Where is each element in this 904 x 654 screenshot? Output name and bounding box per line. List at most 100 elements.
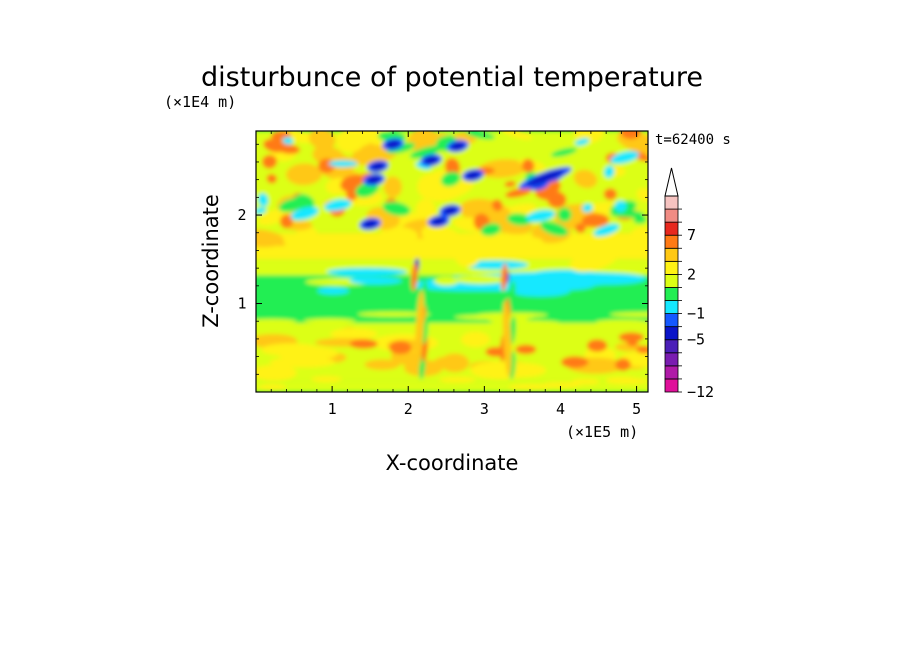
field-blob <box>269 356 336 368</box>
field-blob <box>370 162 385 171</box>
field-blob <box>280 214 294 229</box>
field-blob <box>258 384 287 391</box>
field-blob <box>430 181 474 202</box>
field-blob <box>444 157 461 176</box>
field-blob <box>636 188 648 202</box>
field-blob <box>615 358 631 371</box>
field-blob <box>364 359 400 370</box>
field-blob <box>386 142 416 154</box>
field-blob <box>480 223 501 236</box>
field-blob <box>629 226 648 253</box>
field-blob <box>605 376 639 383</box>
field-blob <box>508 383 552 390</box>
field-blob <box>506 213 533 226</box>
colorbar-segment <box>664 273 679 288</box>
x-tick-label: 5 <box>632 400 641 418</box>
field-blob <box>636 345 648 354</box>
field-blob <box>573 169 598 189</box>
colorbar-label: 2 <box>687 265 696 283</box>
field-blob <box>557 207 572 222</box>
chart-title: disturbunce of potential temperature <box>201 62 703 93</box>
x-axis-title: X-coordinate <box>386 451 519 475</box>
field-blob <box>293 194 315 211</box>
field-blob <box>275 346 339 361</box>
x-tick-label: 3 <box>480 400 489 418</box>
field-blob <box>256 207 267 215</box>
field-blob <box>285 163 323 186</box>
field-blob <box>424 156 438 165</box>
field-blob <box>575 138 590 146</box>
field-blob <box>415 290 425 371</box>
colorbar-segment <box>664 339 679 354</box>
field-blob <box>443 206 458 215</box>
field-blob <box>328 160 358 167</box>
field-blob <box>382 201 411 216</box>
field-blob <box>439 376 477 383</box>
field-blob <box>277 144 301 154</box>
field-blob <box>286 220 313 231</box>
field-blob <box>460 331 490 348</box>
field-blob <box>324 199 352 212</box>
field-blob <box>454 241 481 268</box>
field-blob <box>387 226 419 242</box>
field-blob <box>431 217 446 226</box>
field-blob <box>421 224 464 250</box>
y-axis-title: Z-coordinate <box>199 194 223 328</box>
field-blob <box>415 198 436 222</box>
field-blob <box>573 131 605 144</box>
colorbar-segment <box>664 300 679 314</box>
colorbar-label: −12 <box>687 383 714 401</box>
colorbar: −12−5−127 <box>664 167 714 401</box>
field-blob <box>453 275 507 284</box>
field-blob <box>509 280 516 309</box>
field-blob <box>389 340 412 355</box>
field-blob <box>310 376 343 383</box>
field-blob <box>386 140 400 149</box>
plot-frame <box>255 130 649 393</box>
field-blob <box>282 136 294 145</box>
field-blob <box>440 353 470 373</box>
field-blob <box>266 173 277 184</box>
contour-field <box>256 131 648 392</box>
field-blob <box>618 332 644 342</box>
y-tick-label: 2 <box>237 206 246 224</box>
field-blob <box>501 263 508 291</box>
colorbar-extend-arrow <box>664 167 679 197</box>
field-blob <box>504 180 516 188</box>
colorbar-segment <box>664 221 679 236</box>
field-blob <box>540 221 569 237</box>
colorbar-label: −1 <box>687 305 705 323</box>
colorbar-segment <box>664 234 679 249</box>
field-blob <box>525 237 546 255</box>
field-blob <box>411 263 418 291</box>
field-blob <box>349 277 402 285</box>
field-blob <box>262 154 277 169</box>
field-blob <box>258 208 291 226</box>
field-blob <box>409 145 443 159</box>
field-blob <box>433 276 459 286</box>
colorbar-segment <box>664 260 679 275</box>
colorbar-segment <box>664 287 679 301</box>
field-blob <box>581 213 610 228</box>
field-blob <box>256 298 355 309</box>
field-blob <box>256 229 284 248</box>
field-blob <box>571 378 600 385</box>
field-blob <box>330 328 378 340</box>
colorbar-label: −5 <box>687 331 705 349</box>
field-blob <box>326 267 408 277</box>
x-tick-label: 1 <box>328 400 337 418</box>
field-blob <box>551 147 578 157</box>
field-blob <box>367 175 381 184</box>
field-blob <box>526 170 565 186</box>
colorbar-segment <box>664 313 679 328</box>
field-blob <box>530 269 597 279</box>
field-blob <box>363 219 378 229</box>
field-blob <box>542 381 581 388</box>
colorbar-segment <box>664 326 679 341</box>
field-blob <box>491 199 503 212</box>
field-blob <box>463 260 529 270</box>
field-blob <box>349 339 378 349</box>
colorbar-segment <box>664 208 679 223</box>
field-blob <box>593 223 620 237</box>
field-blob <box>383 176 402 198</box>
